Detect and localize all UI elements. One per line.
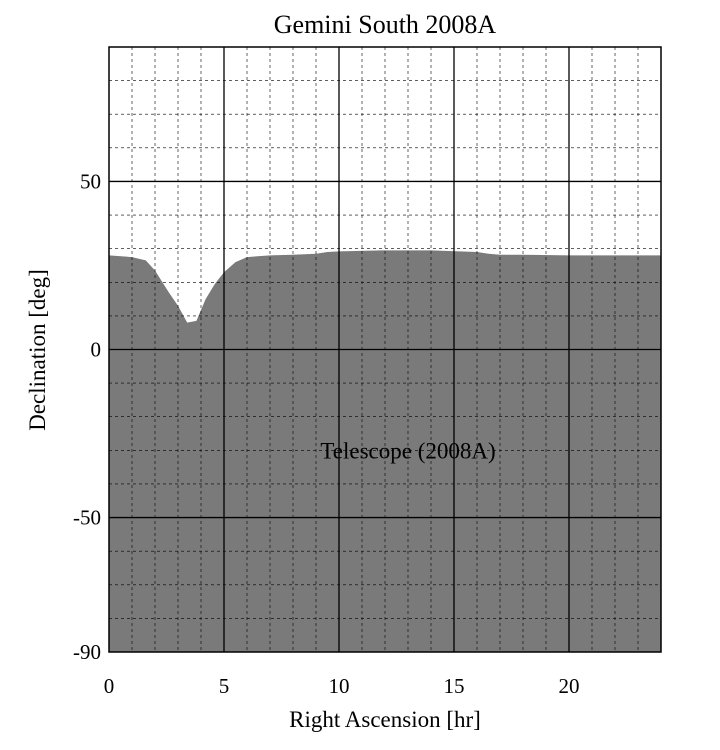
x-tick-label: 5: [219, 674, 230, 698]
y-tick-label: 0: [91, 338, 102, 362]
x-tick-label: 10: [329, 674, 350, 698]
y-tick-label: -50: [73, 506, 101, 530]
y-axis-label: Declination [deg]: [25, 269, 50, 431]
tick-labels-layer: 0 5 10 15 20 -90 -50 0 50: [73, 169, 580, 698]
plot-frame: [108, 46, 662, 653]
x-tick-label: 0: [104, 674, 115, 698]
x-tick-label: 15: [444, 674, 465, 698]
x-tick-label: 20: [559, 674, 580, 698]
chart-title: Gemini South 2008A: [274, 10, 497, 39]
region-annotation: Telescope (2008A): [320, 438, 495, 463]
grid-layer: [109, 47, 661, 652]
y-tick-label: 50: [80, 169, 101, 193]
y-tick-label: -90: [73, 640, 101, 664]
x-axis-label: Right Ascension [hr]: [289, 707, 481, 732]
